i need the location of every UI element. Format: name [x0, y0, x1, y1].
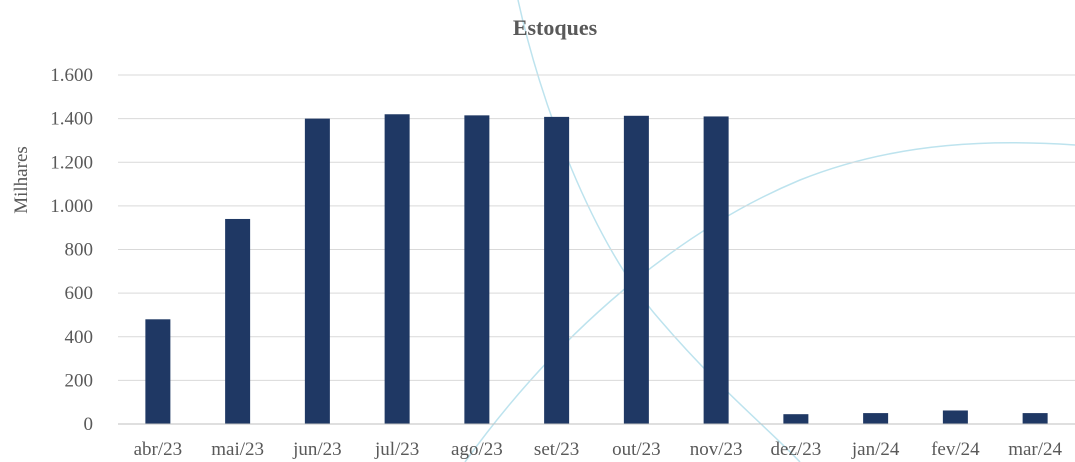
- x-tick-label: jan/24: [851, 439, 900, 460]
- bar: [544, 116, 570, 424]
- x-tick-label: abr/23: [134, 439, 183, 460]
- y-tick-label: 1.000: [50, 196, 93, 217]
- bar: [384, 114, 410, 424]
- x-tick-labels: abr/23 mai/23 jun/23 jul/23 ago/23 set/23 out/…: [134, 439, 1063, 460]
- y-tick-label: 200: [65, 370, 94, 391]
- x-tick-label: ago/23: [451, 439, 503, 460]
- y-tick-label: 400: [65, 327, 94, 348]
- bars: [145, 114, 1048, 425]
- x-tick-label: set/23: [534, 439, 579, 460]
- y-tick-label: 600: [65, 283, 94, 304]
- chart-title: Estoques: [513, 15, 598, 40]
- y-axis-label: Milhares: [11, 146, 32, 214]
- y-tick-label: 1.200: [50, 152, 93, 173]
- bar: [783, 414, 809, 424]
- y-tick-labels: 0 200 400 600 800 1.000 1.200 1.400 1.600: [50, 65, 93, 435]
- y-tick-label: 0: [84, 414, 94, 435]
- x-tick-label: fev/24: [931, 439, 980, 460]
- y-tick-label: 1.400: [50, 109, 93, 130]
- x-tick-label: mai/23: [211, 439, 264, 460]
- gridlines: [118, 74, 1075, 381]
- x-tick-label: jul/23: [374, 439, 419, 460]
- bar: [863, 413, 889, 424]
- x-tick-label: nov/23: [690, 439, 743, 460]
- bar: [464, 115, 490, 425]
- y-tick-label: 1.600: [50, 65, 93, 86]
- bar: [225, 218, 251, 424]
- x-tick-label: dez/23: [771, 439, 822, 460]
- bar: [145, 319, 171, 424]
- bar: [942, 410, 968, 424]
- bar: [703, 116, 729, 424]
- y-tick-label: 800: [65, 240, 94, 261]
- bar: [623, 115, 649, 425]
- x-tick-label: jun/23: [292, 439, 342, 460]
- bar: [1022, 413, 1048, 424]
- x-tick-label: mar/24: [1008, 439, 1062, 460]
- bar: [304, 118, 330, 424]
- x-tick-label: out/23: [612, 439, 661, 460]
